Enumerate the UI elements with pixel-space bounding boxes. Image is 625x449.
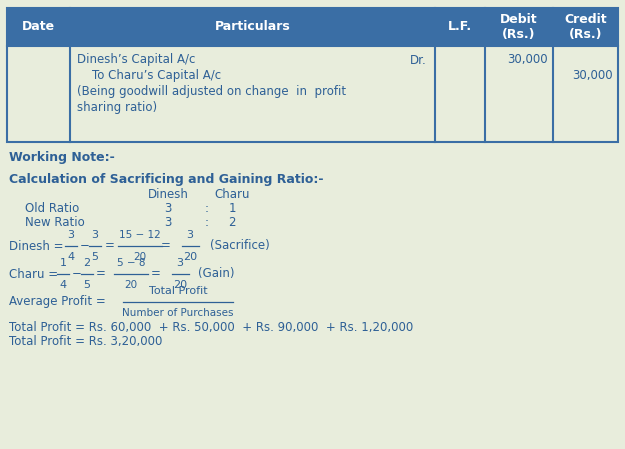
Text: 3: 3	[164, 216, 172, 229]
Text: 1: 1	[228, 202, 236, 215]
Text: 20: 20	[183, 251, 197, 261]
Text: Credit
(Rs.): Credit (Rs.)	[564, 13, 607, 41]
Text: Dinesh: Dinesh	[148, 188, 189, 201]
Text: 3: 3	[186, 230, 194, 241]
Text: Particulars: Particulars	[214, 21, 291, 34]
Text: 5: 5	[84, 279, 91, 290]
Bar	[7, 8, 618, 142]
Text: 20: 20	[173, 279, 187, 290]
Text: Charu: Charu	[214, 188, 250, 201]
Text: −: −	[80, 239, 90, 252]
Text: 20: 20	[134, 251, 146, 261]
Text: =: =	[161, 239, 171, 252]
Text: =: =	[96, 268, 106, 281]
Text: (Being goodwill adjusted on change  in  profit: (Being goodwill adjusted on change in pr…	[77, 85, 346, 98]
Text: Average Profit =: Average Profit =	[9, 295, 106, 308]
Text: Calculation of Sacrificing and Gaining Ratio:-: Calculation of Sacrificing and Gaining R…	[9, 172, 324, 185]
Text: 20: 20	[124, 279, 138, 290]
Text: sharing ratio): sharing ratio)	[77, 101, 157, 114]
Text: :: :	[205, 202, 209, 215]
Text: Dinesh =: Dinesh =	[9, 239, 64, 252]
Text: 4: 4	[68, 251, 74, 261]
Text: −: −	[72, 268, 82, 281]
Text: Total Profit = Rs. 60,000  + Rs. 50,000  + Rs. 90,000  + Rs. 1,20,000: Total Profit = Rs. 60,000 + Rs. 50,000 +…	[9, 321, 413, 335]
Text: 5 − 8: 5 − 8	[117, 259, 145, 269]
Text: Total Profit: Total Profit	[149, 286, 208, 296]
Text: Total Profit = Rs. 3,20,000: Total Profit = Rs. 3,20,000	[9, 335, 162, 348]
Text: Dinesh’s Capital A/c: Dinesh’s Capital A/c	[77, 53, 196, 66]
Text: Old Ratio: Old Ratio	[25, 202, 79, 215]
Text: 30,000: 30,000	[508, 53, 548, 66]
Text: (Gain): (Gain)	[198, 268, 234, 281]
Text: L.F.: L.F.	[448, 21, 472, 34]
Text: Dr.: Dr.	[410, 53, 427, 66]
Text: 2: 2	[228, 216, 236, 229]
Text: =: =	[105, 239, 115, 252]
Text: Date: Date	[22, 21, 55, 34]
Text: 3: 3	[68, 230, 74, 241]
Text: Charu =: Charu =	[9, 268, 58, 281]
Text: 4: 4	[59, 279, 67, 290]
Text: =: =	[151, 268, 161, 281]
Text: 3: 3	[91, 230, 99, 241]
Text: 2: 2	[84, 259, 91, 269]
Text: Working Note:-: Working Note:-	[9, 150, 115, 163]
Text: 3: 3	[164, 202, 172, 215]
Text: :: :	[205, 216, 209, 229]
Text: 1: 1	[59, 259, 66, 269]
Text: 15 − 12: 15 − 12	[119, 230, 161, 241]
Text: New Ratio: New Ratio	[25, 216, 85, 229]
Text: Number of Purchases: Number of Purchases	[122, 308, 234, 318]
Text: 5: 5	[91, 251, 99, 261]
Bar	[7, 8, 618, 46]
Text: (Sacrifice): (Sacrifice)	[210, 239, 270, 252]
Text: Debit
(Rs.): Debit (Rs.)	[500, 13, 538, 41]
Text: To Charu’s Capital A/c: To Charu’s Capital A/c	[77, 70, 221, 83]
Text: 3: 3	[176, 259, 184, 269]
Text: 30,000: 30,000	[572, 70, 613, 83]
